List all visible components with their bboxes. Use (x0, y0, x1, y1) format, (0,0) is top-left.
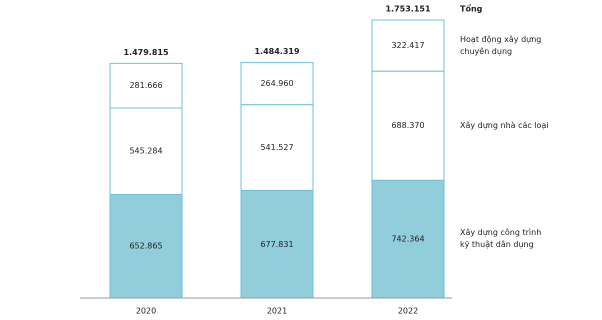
legend-label: Xây dựng nhà các loại (460, 120, 549, 130)
bar-segment (240, 62, 314, 106)
bar-segment (109, 193, 183, 299)
total-label: 1.484.319 (254, 47, 299, 56)
value-label: 688.370 (391, 121, 424, 130)
bar-segment (109, 62, 183, 109)
total-title: Tổng (460, 3, 483, 14)
value-label: 541.527 (260, 143, 293, 152)
total-label: 1.753.151 (385, 5, 430, 14)
bar-segment (109, 107, 183, 195)
total-label: 1.479.815 (123, 48, 168, 57)
bar-segment (240, 190, 314, 299)
value-label: 281.666 (129, 81, 162, 90)
bar-segment (240, 104, 314, 192)
value-label: 742.364 (391, 235, 424, 244)
x-tick-label: 2020 (136, 307, 156, 316)
value-label: 652.865 (129, 242, 162, 251)
x-tick-label: 2022 (398, 307, 418, 316)
value-label: 545.284 (129, 147, 162, 156)
bar-segment (371, 19, 445, 72)
value-label: 264.960 (260, 79, 293, 88)
legend-label: Xây dựng công trình kỹ thuật dân dụng (460, 228, 542, 250)
x-tick-label: 2021 (267, 307, 287, 316)
value-label: 322.417 (391, 41, 424, 50)
legend-label: Hoạt động xây dựng chuyên dụng (460, 34, 542, 56)
value-label: 677.831 (260, 240, 293, 249)
